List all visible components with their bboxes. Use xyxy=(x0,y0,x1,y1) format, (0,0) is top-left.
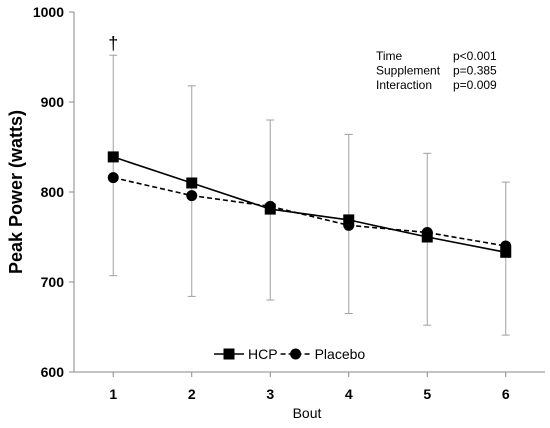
x-tick-label: 1 xyxy=(109,386,117,402)
series-lines xyxy=(112,156,506,254)
stats-value: p<0.001 xyxy=(453,49,497,63)
legend: HCP Placebo xyxy=(214,346,365,362)
x-tick-label: 2 xyxy=(188,386,196,402)
stats-label: Supplement xyxy=(376,64,441,78)
error-bars xyxy=(109,54,510,336)
x-tick-label: 6 xyxy=(502,386,510,402)
annotations: † xyxy=(108,34,118,54)
x-tick-label: 4 xyxy=(345,386,353,402)
placebo-point xyxy=(264,200,276,212)
x-ticks: 1 2 3 4 5 6 xyxy=(109,372,510,402)
stats-label: Time xyxy=(376,49,403,63)
x-axis-label: Bout xyxy=(293,405,322,421)
hcp-point xyxy=(107,151,119,163)
y-tick-label: 1000 xyxy=(33,4,64,20)
stats-label: Interaction xyxy=(376,78,432,92)
y-tick-label: 600 xyxy=(41,364,65,380)
hcp-line xyxy=(112,156,506,254)
significance-marker: † xyxy=(108,34,118,54)
series-markers xyxy=(107,151,512,258)
y-tick-label: 700 xyxy=(41,274,65,290)
hcp-point xyxy=(500,246,512,258)
placebo-point xyxy=(421,227,433,238)
y-tick-label: 800 xyxy=(41,184,65,200)
legend-hcp-label: HCP xyxy=(248,346,278,362)
y-ticks: 600 700 800 900 1000 xyxy=(33,4,74,380)
placebo-line xyxy=(113,176,506,247)
y-tick-label: 900 xyxy=(41,94,65,110)
legend-hcp-marker xyxy=(223,348,235,360)
stats-value: p=0.385 xyxy=(453,64,497,78)
stats-box: Time p<0.001 Supplement p=0.385 Interaction p… xyxy=(376,49,497,92)
x-tick-label: 5 xyxy=(423,386,431,402)
legend-placebo-marker xyxy=(290,348,302,360)
placebo-point xyxy=(343,219,355,231)
y-axis-label: Peak Power (watts) xyxy=(6,110,26,274)
hcp-point xyxy=(186,177,198,189)
stats-value: p=0.009 xyxy=(453,78,497,92)
placebo-point xyxy=(107,172,119,184)
placebo-point xyxy=(500,240,512,252)
x-tick-label: 3 xyxy=(266,386,274,402)
placebo-point xyxy=(186,190,198,202)
legend-placebo-label: Placebo xyxy=(315,346,366,362)
